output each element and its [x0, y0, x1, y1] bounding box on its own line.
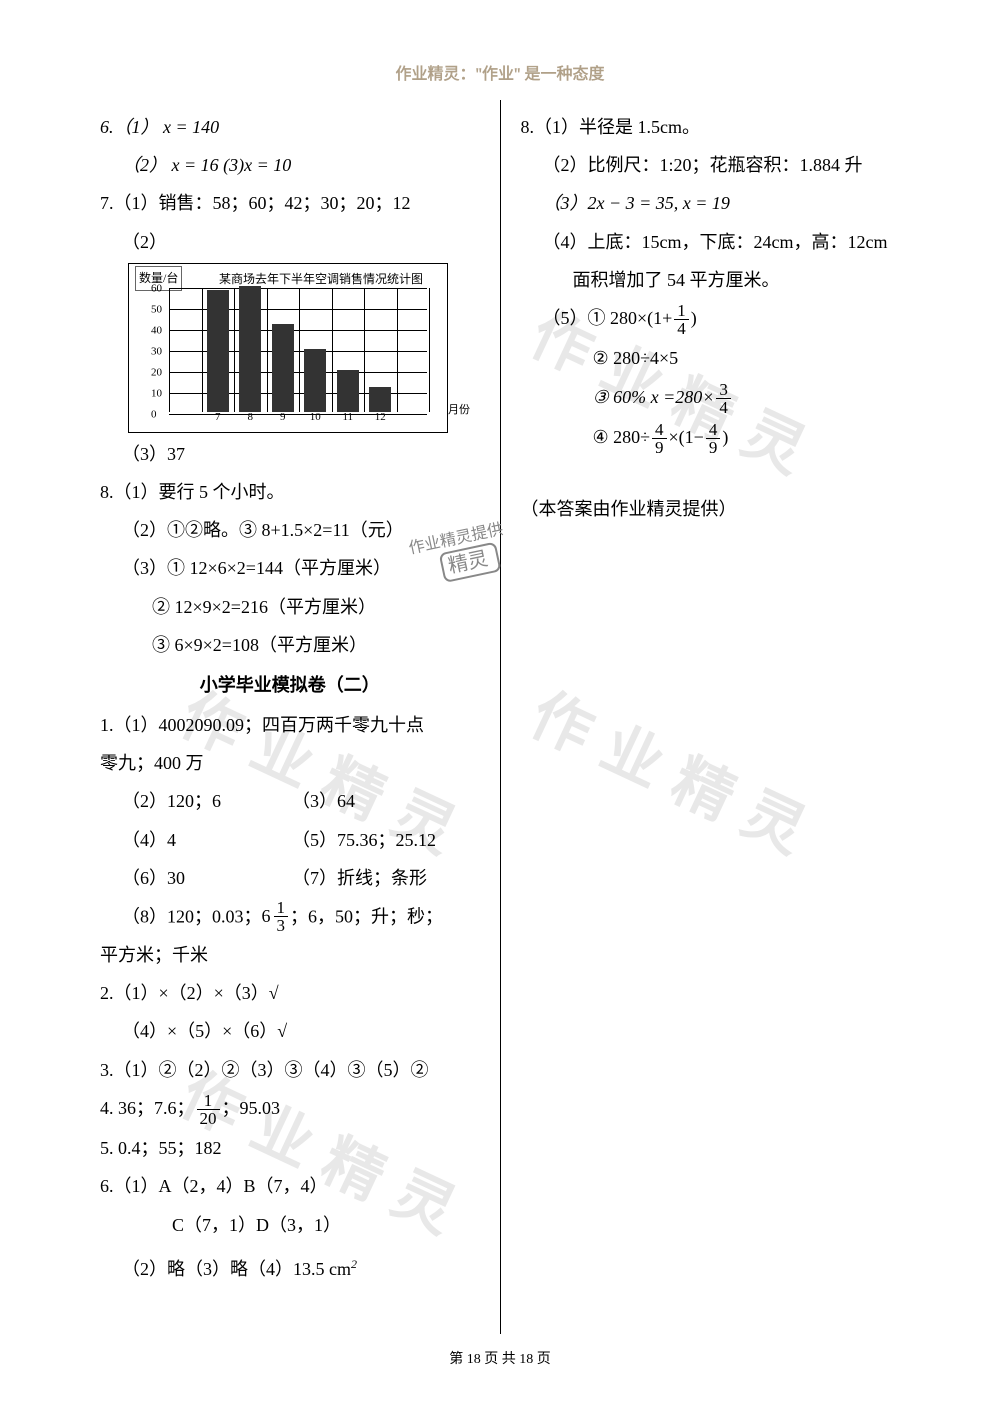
- answer-line: ④ 280÷49×(1−49): [521, 420, 901, 456]
- section-title: 小学毕业模拟卷（二）: [100, 668, 480, 702]
- answer-line: （4）×（5）×（6）√: [100, 1014, 480, 1048]
- answer-line: 2.（1）×（2）×（3）√: [100, 976, 480, 1010]
- fraction: 49: [652, 421, 667, 456]
- chart-box: 数量/台 某商场去年下半年空调销售情况统计图 01020304050607891…: [128, 263, 448, 433]
- answer-line: （3）37: [100, 437, 480, 471]
- answer-line: 6.（1）A（2，4）B（7，4）: [100, 1169, 480, 1203]
- answer-line: C（7，1）D（3，1）: [100, 1208, 480, 1242]
- answer-line: （2）: [100, 225, 480, 259]
- answer-line: （4）上底：15cm，下底：24cm，高：12cm: [521, 225, 901, 259]
- answer-line: 平方米；千米: [100, 938, 480, 972]
- answer-line: （2）120；6（3）64: [100, 784, 480, 818]
- answer-line: （8）120；0.03；613；6，50；升；秒；: [100, 899, 480, 934]
- credit-line: （本答案由作业精灵提供）: [521, 492, 901, 526]
- fraction: 34: [716, 381, 731, 416]
- stamp-icon: 作业精灵提供 精灵: [396, 518, 526, 588]
- answer-line: 3.（1）②（2）②（3）③（4）③（5）②: [100, 1053, 480, 1087]
- mixed-fraction: 613: [262, 899, 291, 934]
- header-watermark: 作业精灵："作业" 是一种态度: [395, 60, 604, 90]
- answer-line: 零九；400 万: [100, 746, 480, 780]
- answer-line: （4）4（5）75.36；25.12: [100, 823, 480, 857]
- answer-line: 4. 36；7.6；120；95.03: [100, 1091, 480, 1127]
- answer-line: 面积增加了 54 平方厘米。: [521, 263, 901, 297]
- content-area: 6.（1） x = 140 （2） x = 16 (3)x = 10 7.（1）…: [90, 100, 910, 1334]
- left-column: 6.（1） x = 140 （2） x = 16 (3)x = 10 7.（1）…: [90, 100, 501, 1334]
- answer-line: （5）① 280×(1+14): [521, 301, 901, 337]
- fraction: 120: [197, 1092, 220, 1127]
- answer-line: （2）略（3）略（4）13.5 cm2: [100, 1252, 480, 1286]
- answer-line: （3）2x − 3 = 35, x = 19: [521, 186, 901, 220]
- answer-line: ② 280÷4×5: [521, 341, 901, 375]
- answer-line: 8.（1）要行 5 个小时。: [100, 475, 480, 509]
- fraction: 49: [706, 421, 721, 456]
- answer-line: 8.（1）半径是 1.5cm。: [521, 110, 901, 144]
- bar-chart: 数量/台 某商场去年下半年空调销售情况统计图 01020304050607891…: [128, 263, 448, 433]
- answer-line: ② 12×9×2=216（平方厘米）: [100, 590, 480, 624]
- answer-line: ③ 60% x =280×34: [521, 380, 901, 416]
- answer-line: （2） x = 16 (3)x = 10: [100, 148, 480, 182]
- answer-line: 7.（1）销售：58；60；42；30；20；12: [100, 186, 480, 220]
- right-column: 8.（1）半径是 1.5cm。 （2）比例尺：1:20；花瓶容积：1.884 升…: [501, 100, 911, 1334]
- page-footer: 第 18 页 共 18 页: [0, 1347, 1000, 1374]
- answer-line: ③ 6×9×2=108（平方厘米）: [100, 628, 480, 662]
- fraction: 14: [674, 302, 689, 337]
- chart-grid: [169, 288, 427, 412]
- answer-line: （6）30（7）折线；条形: [100, 861, 480, 895]
- chart-x-label: 月份: [448, 400, 470, 421]
- answer-line: 6.（1） x = 140: [100, 110, 480, 144]
- answer-line: 1.（1）4002090.09；四百万两千零九十点: [100, 708, 480, 742]
- answer-line: 5. 0.4；55；182: [100, 1131, 480, 1165]
- answer-line: （2）比例尺：1:20；花瓶容积：1.884 升: [521, 148, 901, 182]
